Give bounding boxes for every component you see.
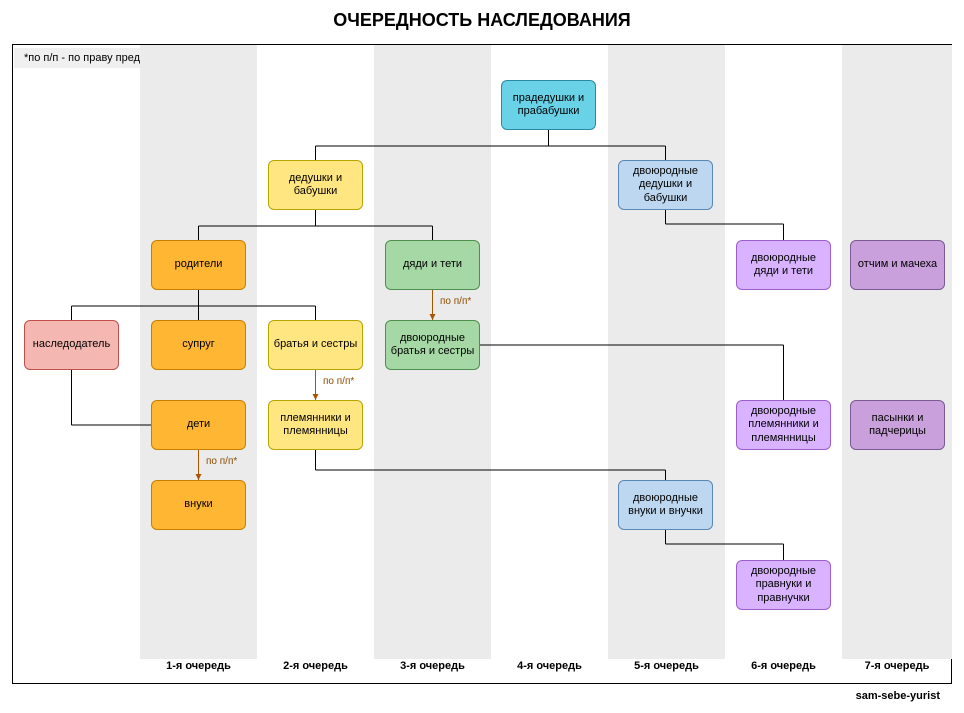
column-label: 1-я очередь	[140, 660, 257, 680]
node-children: дети	[151, 400, 246, 450]
node-cous1: двоюродные братья и сестры	[385, 320, 480, 370]
node-gcousau: двоюродные дяди и тети	[736, 240, 831, 290]
node-grandch: внуки	[151, 480, 246, 530]
node-great: прадедушки и прабабушки	[501, 80, 596, 130]
node-gcousgch: двоюродные внуки и внучки	[618, 480, 713, 530]
diagram-canvas: ОЧЕРЕДНОСТЬ НАСЛЕДОВАНИЯ *по п/п - по пр…	[0, 0, 964, 713]
node-gcouspg: двоюродные правнуки и правнучки	[736, 560, 831, 610]
column-label: 4-я очередь	[491, 660, 608, 680]
node-uncles: дяди и тети	[385, 240, 480, 290]
column-band	[842, 45, 952, 659]
column-label: 2-я очередь	[257, 660, 374, 680]
node-siblings: братья и сестры	[268, 320, 363, 370]
node-grand: дедушки и бабушки	[268, 160, 363, 210]
column-label: 5-я очередь	[608, 660, 725, 680]
node-testator: наследодатель	[24, 320, 119, 370]
node-gneph: двоюродные племянники и племянницы	[736, 400, 831, 450]
node-step2: пасынки и падчерицы	[850, 400, 945, 450]
node-parents: родители	[151, 240, 246, 290]
node-spouse: супруг	[151, 320, 246, 370]
column-label: 6-я очередь	[725, 660, 842, 680]
edge-label-popp: по п/п*	[206, 456, 237, 467]
node-gcousg: двоюродные дедушки и бабушки	[618, 160, 713, 210]
footer-credit: sam-sebe-yurist	[856, 690, 940, 702]
edge-label-popp: по п/п*	[323, 376, 354, 387]
column-label: 7-я очередь	[842, 660, 952, 680]
edge-label-popp: по п/п*	[440, 296, 471, 307]
column-band	[608, 45, 725, 659]
node-nephews: племянники и племянницы	[268, 400, 363, 450]
column-label: 3-я очередь	[374, 660, 491, 680]
diagram-title: ОЧЕРЕДНОСТЬ НАСЛЕДОВАНИЯ	[0, 10, 964, 31]
node-step1: отчим и мачеха	[850, 240, 945, 290]
